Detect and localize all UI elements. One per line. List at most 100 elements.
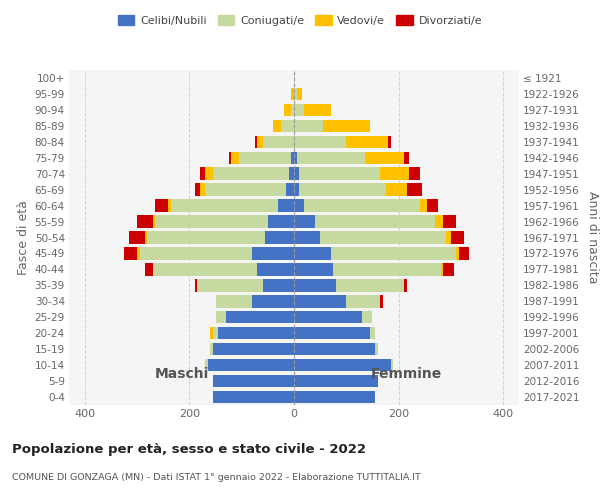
Bar — [294, 152, 296, 164]
Bar — [294, 136, 346, 148]
Bar — [205, 184, 286, 196]
Bar — [213, 343, 294, 355]
Bar — [296, 88, 302, 100]
Legend: Celibi/Nubili, Coniugati/e, Vedovi/e, Divorziati/e: Celibi/Nubili, Coniugati/e, Vedovi/e, Di… — [113, 10, 487, 30]
Bar — [229, 152, 231, 164]
Bar — [294, 184, 299, 196]
Text: Femmine: Femmine — [371, 367, 442, 381]
Bar — [155, 200, 169, 212]
Bar — [218, 327, 294, 340]
Bar — [273, 120, 281, 132]
Bar — [281, 120, 294, 132]
Bar — [268, 216, 294, 228]
Bar — [284, 104, 292, 116]
Bar — [320, 232, 446, 243]
Bar — [257, 263, 294, 276]
Bar — [145, 263, 153, 276]
Bar — [294, 104, 304, 116]
Bar — [336, 279, 404, 291]
Bar — [252, 247, 294, 260]
Bar — [294, 343, 375, 355]
Bar — [388, 136, 391, 148]
Bar — [296, 152, 365, 164]
Bar — [129, 232, 145, 243]
Bar — [315, 216, 435, 228]
Bar — [197, 279, 263, 291]
Bar — [124, 247, 137, 260]
Bar — [346, 295, 380, 308]
Bar — [294, 168, 299, 180]
Bar — [205, 359, 208, 372]
Bar — [407, 184, 422, 196]
Y-axis label: Fasce di età: Fasce di età — [17, 200, 31, 275]
Bar — [362, 311, 373, 324]
Bar — [443, 216, 456, 228]
Bar — [333, 263, 440, 276]
Bar — [370, 327, 375, 340]
Bar — [365, 152, 404, 164]
Bar — [148, 232, 265, 243]
Bar — [278, 200, 294, 212]
Bar — [145, 232, 148, 243]
Bar — [294, 200, 304, 212]
Bar — [294, 359, 391, 372]
Bar — [137, 247, 140, 260]
Bar — [404, 279, 407, 291]
Text: Maschi: Maschi — [154, 367, 209, 381]
Bar — [257, 136, 263, 148]
Bar — [263, 136, 294, 148]
Bar — [171, 200, 278, 212]
Bar — [153, 263, 257, 276]
Bar — [323, 120, 370, 132]
Bar — [213, 391, 294, 403]
Bar — [391, 359, 394, 372]
Bar — [294, 232, 320, 243]
Bar — [200, 184, 205, 196]
Bar — [292, 88, 294, 100]
Bar — [446, 232, 451, 243]
Bar — [331, 247, 456, 260]
Bar — [263, 279, 294, 291]
Bar — [155, 216, 268, 228]
Bar — [299, 184, 386, 196]
Bar — [294, 327, 370, 340]
Bar — [375, 343, 378, 355]
Bar — [409, 168, 419, 180]
Bar — [140, 247, 252, 260]
Bar — [299, 168, 380, 180]
Bar — [292, 152, 294, 164]
Bar — [294, 311, 362, 324]
Bar — [213, 168, 289, 180]
Bar — [252, 295, 294, 308]
Bar — [226, 311, 294, 324]
Bar — [456, 247, 459, 260]
Bar — [443, 263, 454, 276]
Bar — [286, 184, 294, 196]
Bar — [294, 279, 336, 291]
Bar — [210, 327, 213, 340]
Bar — [440, 263, 443, 276]
Text: COMUNE DI GONZAGA (MN) - Dati ISTAT 1° gennaio 2022 - Elaborazione TUTTITALIA.IT: COMUNE DI GONZAGA (MN) - Dati ISTAT 1° g… — [12, 472, 421, 482]
Bar — [137, 216, 153, 228]
Bar — [294, 375, 378, 388]
Bar — [304, 104, 331, 116]
Bar — [294, 295, 346, 308]
Bar — [231, 152, 239, 164]
Bar — [213, 375, 294, 388]
Bar — [289, 168, 294, 180]
Bar — [294, 216, 315, 228]
Bar — [380, 295, 383, 308]
Bar — [451, 232, 464, 243]
Bar — [419, 200, 427, 212]
Bar — [292, 104, 294, 116]
Bar — [386, 184, 407, 196]
Bar — [153, 216, 155, 228]
Bar — [200, 168, 205, 180]
Bar — [304, 200, 419, 212]
Bar — [294, 247, 331, 260]
Y-axis label: Anni di nascita: Anni di nascita — [586, 191, 599, 284]
Bar — [265, 232, 294, 243]
Bar — [294, 88, 296, 100]
Bar — [294, 120, 323, 132]
Bar — [215, 311, 226, 324]
